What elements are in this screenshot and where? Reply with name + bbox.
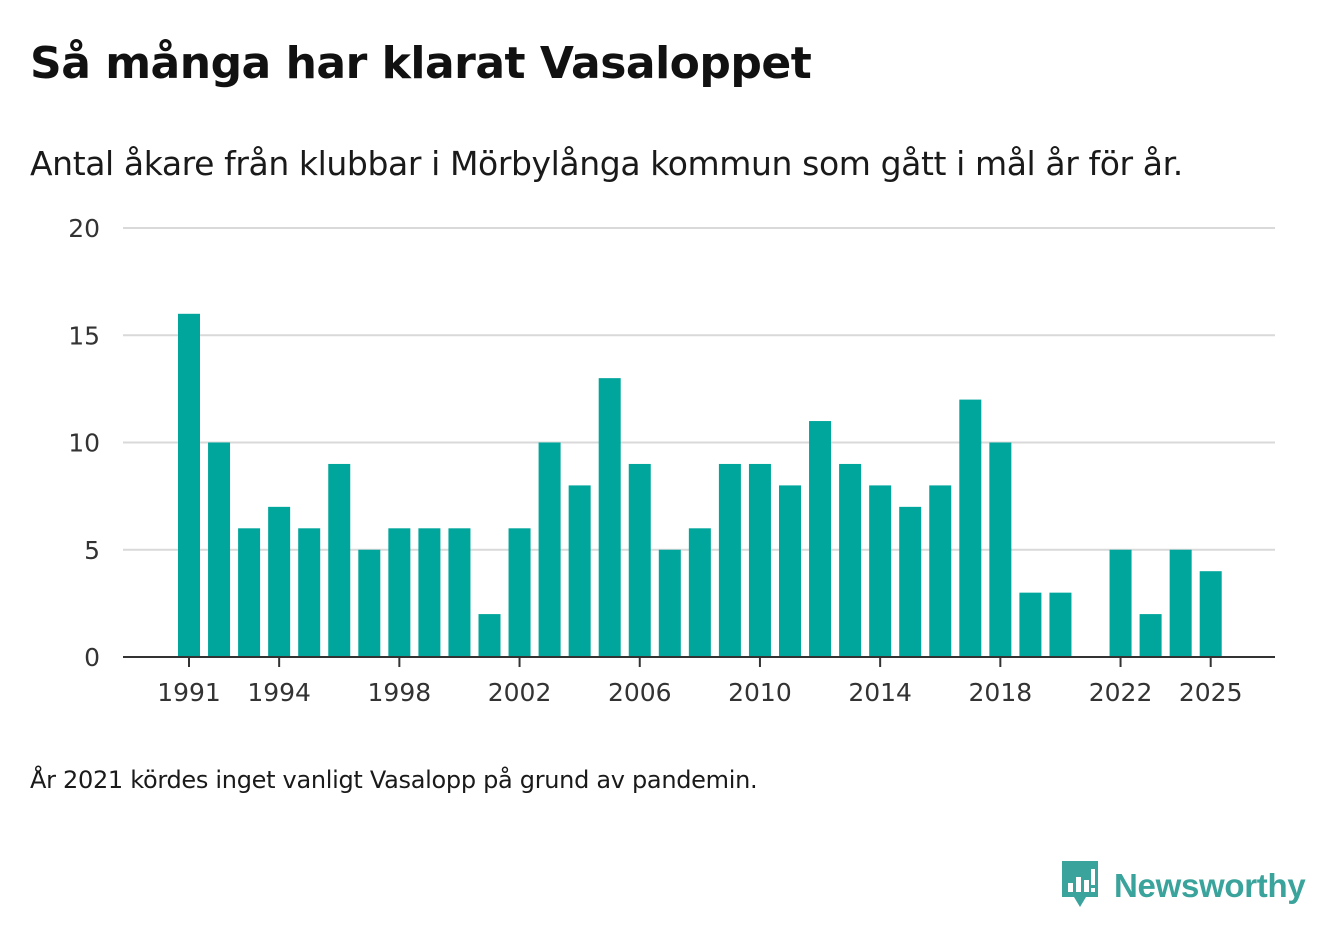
- y-tick-label-10: 10: [68, 429, 100, 458]
- bar-2024: [1169, 549, 1192, 657]
- bar-2011: [779, 485, 801, 657]
- bar-2003: [538, 442, 561, 657]
- bar-1995: [298, 528, 321, 657]
- bar-1996: [328, 463, 351, 657]
- chart-subtitle: Antal åkare från klubbar i Mörbylånga ko…: [30, 144, 1183, 183]
- bar-1991: [178, 313, 200, 657]
- x-tick-label-2025: 2025: [1179, 678, 1243, 707]
- x-axis-ticks: 1991 1994 1998 2002 2006 2010 2014 2018 2022 2025: [157, 657, 1243, 707]
- x-tick-label-2010: 2010: [728, 678, 792, 707]
- x-tick-label-2018: 2018: [969, 678, 1033, 707]
- bar-2016: [929, 485, 952, 657]
- bar-1994: [268, 506, 291, 657]
- footnote: År 2021 kördes inget vanligt Vasalopp på…: [30, 766, 758, 794]
- y-tick-label-5: 5: [84, 536, 100, 565]
- bar-1999: [418, 528, 441, 657]
- y-tick-label-0: 0: [84, 643, 100, 672]
- bar-2009: [718, 463, 741, 657]
- bar-2010: [748, 463, 771, 657]
- bar-2001: [478, 614, 501, 657]
- x-tick-label-2006: 2006: [608, 678, 672, 707]
- gridlines: [123, 227, 1275, 551]
- y-tick-label-15: 15: [68, 321, 100, 350]
- y-tick-label-20: 20: [68, 214, 100, 243]
- bar-2002: [508, 528, 531, 657]
- bar-2018: [989, 442, 1012, 657]
- bar-2007: [658, 549, 681, 657]
- bar-2022: [1109, 549, 1132, 657]
- x-tick-label-2002: 2002: [488, 678, 552, 707]
- bar-2015: [899, 506, 922, 657]
- bar-1993: [238, 528, 261, 657]
- x-tick-label-1998: 1998: [368, 678, 432, 707]
- chart-title: Så många har klarat Vasaloppet: [30, 38, 812, 89]
- bars: [178, 313, 1222, 657]
- bar-2013: [839, 463, 862, 657]
- bar-2005: [598, 378, 621, 657]
- bar-2000: [448, 528, 471, 657]
- bar-2020: [1049, 592, 1072, 657]
- bar-chart: 0 5 10 15 20 1991 1994 1998 2002 2006 2010 2014 201…: [68, 214, 1275, 707]
- bar-1997: [358, 549, 381, 657]
- brand-logo[interactable]: Newsworthy: [1060, 859, 1306, 913]
- x-tick-label-2014: 2014: [848, 678, 912, 707]
- bar-2025: [1199, 571, 1222, 657]
- bar-2004: [568, 485, 591, 657]
- bar-2008: [688, 528, 711, 657]
- bar-2023: [1139, 614, 1162, 657]
- newsworthy-logo-icon: [1060, 859, 1100, 913]
- bar-2006: [628, 463, 651, 657]
- bar-2014: [869, 485, 892, 657]
- bar-1992: [208, 442, 231, 657]
- x-tick-label-2022: 2022: [1089, 678, 1153, 707]
- bar-2017: [959, 399, 982, 657]
- x-tick-label-1994: 1994: [247, 678, 311, 707]
- bar-2019: [1019, 592, 1042, 657]
- x-tick-label-1991: 1991: [157, 678, 221, 707]
- y-axis-ticks: 0 5 10 15 20: [68, 214, 100, 672]
- bar-1998: [388, 528, 411, 657]
- brand-name: Newsworthy: [1114, 867, 1306, 904]
- bar-2012: [809, 421, 832, 657]
